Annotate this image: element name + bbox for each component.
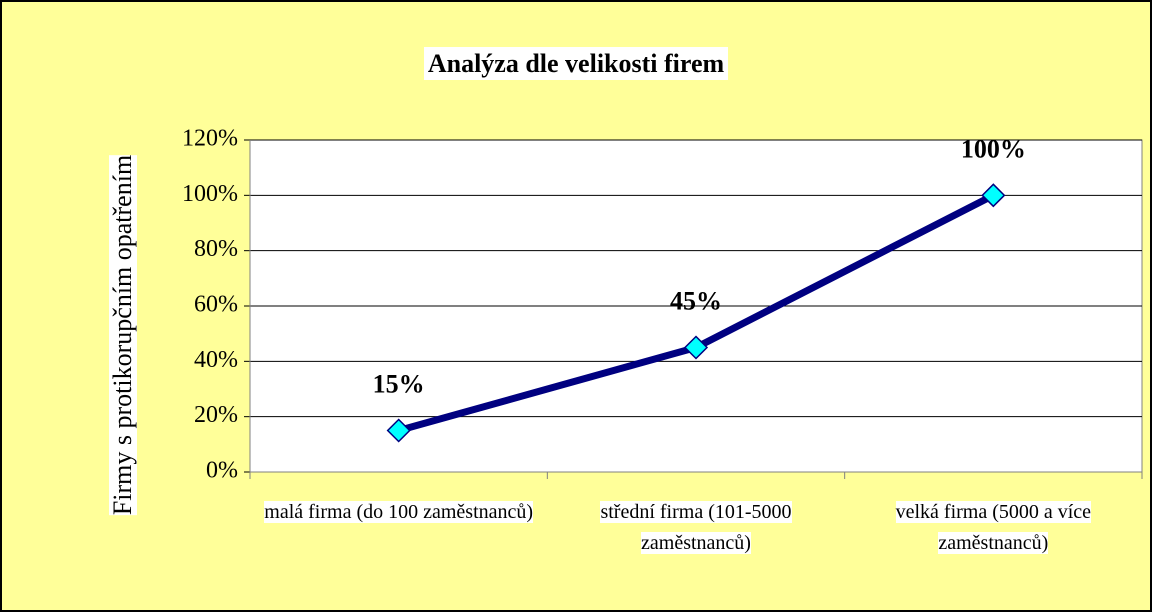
y-tick-label: 100% xyxy=(182,181,238,207)
x-tick-label: střední firma (101-5000 zaměstnanců) xyxy=(600,501,792,554)
x-tick-label-box: malá firma (do 100 zaměstnanců) xyxy=(264,497,534,528)
data-label: 45% xyxy=(670,286,722,315)
marker xyxy=(386,418,411,443)
marker xyxy=(683,335,709,360)
y-axis-label: Firmy s protikorupčním opatřením xyxy=(108,154,137,516)
y-tick-label: 20% xyxy=(194,402,238,428)
x-tick-label: velká firma (5000 a více zaměstnanců) xyxy=(895,501,1092,554)
y-tick-label: 40% xyxy=(194,347,238,373)
title-box: Analýza dle velikosti firem xyxy=(0,47,1152,80)
marker xyxy=(981,183,1006,208)
x-tick-label-box: velká firma (5000 a více zaměstnanců) xyxy=(858,497,1128,559)
y-tick-label: 0% xyxy=(206,458,238,484)
x-tick-label-box: střední firma (101-5000 zaměstnanců) xyxy=(561,497,831,559)
x-tick-label: malá firma (do 100 zaměstnanců) xyxy=(264,501,534,523)
y-tick-label: 120% xyxy=(182,126,238,152)
y-tick-label: 80% xyxy=(194,236,238,262)
y-tick-label: 60% xyxy=(194,292,238,318)
chart-title: Analýza dle velikosti firem xyxy=(423,47,729,80)
data-label: 100% xyxy=(961,134,1026,163)
data-label: 15% xyxy=(373,369,425,398)
